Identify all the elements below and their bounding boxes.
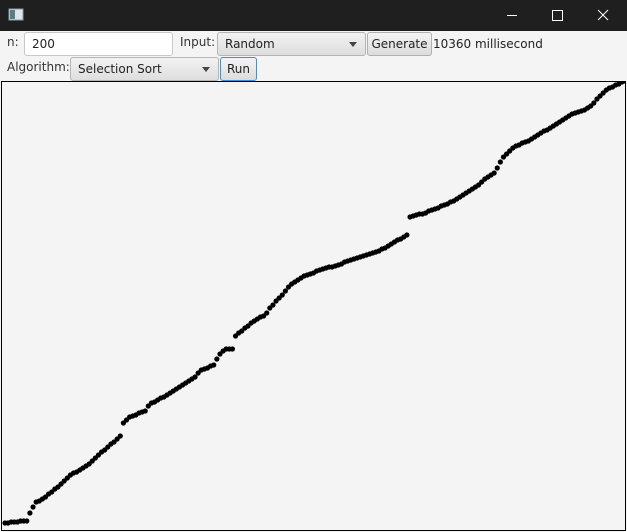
data-point <box>494 165 500 171</box>
input-combo[interactable]: Random <box>217 32 366 56</box>
plot-canvas <box>1 81 626 531</box>
title-bar <box>0 0 627 31</box>
close-button[interactable] <box>597 9 609 21</box>
combo-arrow <box>349 42 357 47</box>
data-point <box>117 433 123 439</box>
n-input[interactable]: 200 <box>24 32 173 56</box>
data-point <box>404 232 410 238</box>
data-point <box>497 159 503 165</box>
run-button[interactable]: Run <box>220 57 257 81</box>
data-point <box>214 356 220 362</box>
data-point <box>491 170 497 176</box>
data-point <box>24 518 30 524</box>
n-label: n: <box>7 35 19 49</box>
data-point <box>270 302 276 308</box>
generate-button[interactable]: Generate <box>367 32 432 56</box>
data-point <box>27 510 33 516</box>
app-icon-part <box>10 10 15 19</box>
title-bar-icons <box>8 8 609 21</box>
data-point <box>282 288 289 294</box>
input-label: Input: <box>180 35 216 49</box>
data-point <box>192 374 198 380</box>
input-value: Random <box>225 37 275 51</box>
data-point <box>264 310 270 316</box>
data-point <box>229 346 236 352</box>
data-point <box>591 100 597 106</box>
combo-arrow <box>202 67 210 72</box>
maximize-button[interactable] <box>552 10 563 21</box>
algorithm-label: Algorithm: <box>7 60 70 74</box>
time-label: 10360 millisecond <box>433 37 543 51</box>
app-icon <box>8 8 24 21</box>
algorithm-value: Selection Sort <box>78 62 162 76</box>
data-point <box>211 362 217 368</box>
data-point <box>622 81 626 84</box>
canvas-border <box>1 81 626 531</box>
data-point <box>142 408 148 414</box>
algorithm-combo[interactable]: Selection Sort <box>70 57 219 81</box>
data-point <box>30 504 36 510</box>
data-point <box>279 292 285 298</box>
